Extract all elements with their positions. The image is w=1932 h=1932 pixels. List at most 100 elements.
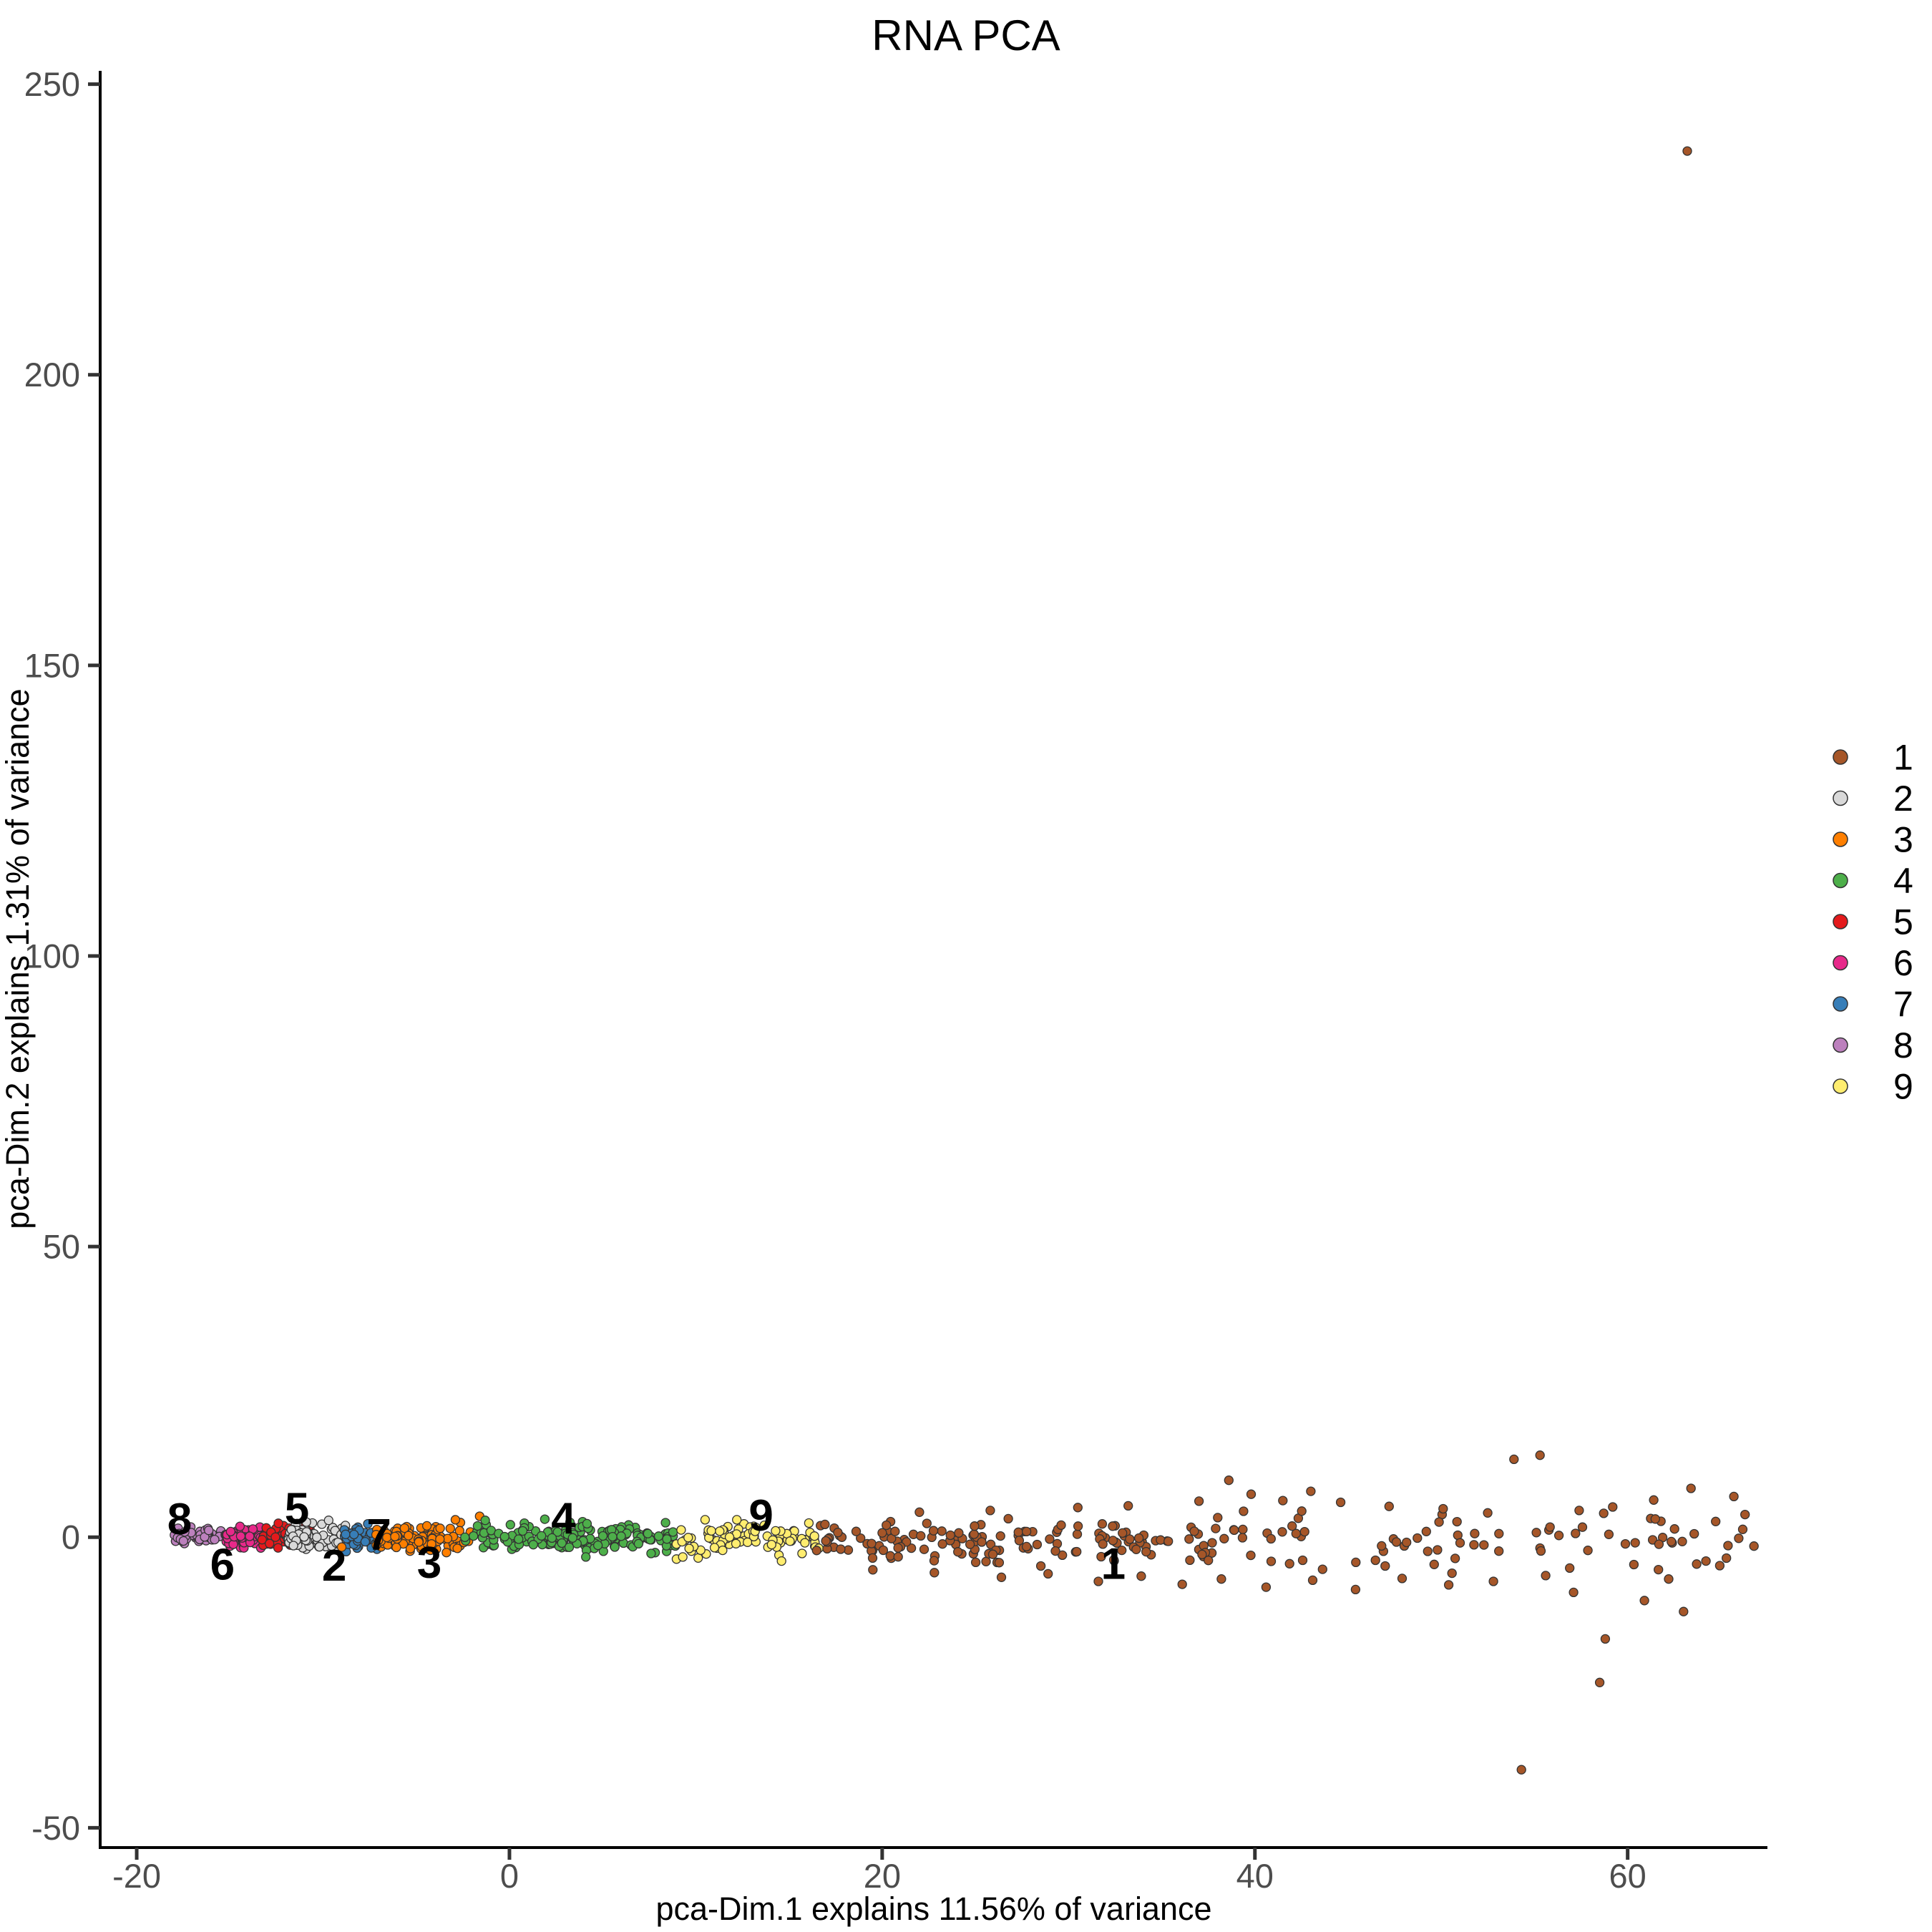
data-point-cluster-1 [977,1537,987,1547]
data-point-cluster-1 [1433,1545,1443,1555]
legend-label-8: 8 [1893,1025,1913,1065]
data-point-cluster-1 [1553,1531,1564,1541]
legend-label-4: 4 [1893,861,1913,901]
cluster-label-7: 7 [366,1511,391,1560]
data-point-cluster-1 [1568,1587,1579,1598]
data-point-cluster-1 [1335,1497,1346,1508]
data-point-cluster-2 [323,1516,333,1526]
data-point-cluster-1 [1297,1506,1307,1516]
data-point-cluster-1 [987,1549,998,1559]
data-point-cluster-6 [245,1531,255,1541]
data-point-cluster-4 [514,1534,524,1544]
data-point-cluster-1 [1131,1544,1141,1554]
data-point-cluster-1 [1438,1503,1448,1514]
cluster-label-6: 6 [210,1540,235,1589]
x-tick-label: -20 [112,1857,161,1895]
data-point-cluster-1 [1184,1534,1194,1544]
data-point-cluster-1 [1050,1546,1060,1556]
data-point-cluster-9 [771,1526,781,1536]
data-point-cluster-1 [1649,1495,1659,1505]
data-point-cluster-1 [916,1531,926,1541]
data-point-cluster-1 [1734,1533,1744,1543]
data-point-cluster-9 [766,1539,776,1550]
legend-label-1: 1 [1893,738,1913,778]
data-point-cluster-1 [1261,1582,1272,1592]
data-point-cluster-4 [582,1518,592,1529]
data-point-cluster-1 [1545,1522,1555,1532]
legend-swatch-4 [1833,872,1848,889]
y-tick-label: 0 [62,1518,80,1556]
data-point-cluster-1 [1583,1546,1593,1556]
data-point-cluster-1 [1377,1541,1387,1551]
data-point-cluster-1 [1238,1524,1248,1535]
data-point-cluster-4 [537,1531,547,1541]
data-point-cluster-4 [552,1527,562,1537]
data-point-cluster-1 [994,1558,1005,1568]
data-point-cluster-1 [1421,1526,1431,1536]
y-tick-label: 50 [43,1228,80,1266]
legend-label-5: 5 [1893,902,1913,942]
data-point-cluster-1 [1213,1513,1223,1523]
data-point-cluster-1 [811,1546,821,1556]
cluster-label-8: 8 [167,1495,192,1544]
data-point-cluster-1 [1141,1546,1151,1557]
y-tick-label: 150 [24,646,80,684]
data-point-cluster-1 [1565,1563,1575,1574]
chart-title: RNA PCA [872,11,1060,59]
data-point-cluster-3 [336,1542,347,1552]
data-point-cluster-1 [1689,1528,1699,1539]
data-point-cluster-1 [1686,1483,1696,1493]
data-point-cluster-1 [1072,1546,1082,1557]
data-point-cluster-1 [882,1520,892,1531]
data-point-cluster-1 [945,1530,955,1541]
data-point-cluster-1 [1306,1486,1316,1496]
data-point-cluster-1 [1219,1533,1229,1543]
data-point-cluster-1 [1108,1555,1119,1565]
data-point-cluster-1 [1098,1539,1108,1549]
data-point-cluster-1 [953,1547,963,1557]
data-point-cluster-1 [1073,1521,1083,1531]
data-point-cluster-1 [890,1526,900,1536]
axes: -20 0 20 40 60 -50 0 50 100 150 200 250 [24,65,1767,1895]
data-point-cluster-7 [341,1529,351,1539]
data-point-cluster-8 [204,1526,214,1536]
data-point-cluster-1 [937,1526,947,1536]
data-point-cluster-9 [750,1526,760,1536]
data-point-cluster-4 [660,1518,670,1528]
y-tick-label: -50 [31,1809,80,1847]
legend-swatch-3 [1833,831,1848,847]
data-point-cluster-1 [1277,1527,1287,1537]
data-point-cluster-1 [1177,1579,1187,1589]
data-point-cluster-1 [1043,1568,1053,1579]
data-point-cluster-1 [995,1531,1005,1541]
x-tick-label: 20 [864,1857,901,1895]
data-point-cluster-9 [715,1526,725,1536]
data-point-cluster-1 [1035,1561,1046,1571]
data-point-cluster-7 [360,1536,371,1547]
data-point-cluster-1 [1125,1534,1135,1544]
data-point-cluster-1 [996,1572,1007,1582]
data-point-cluster-1 [1722,1553,1732,1563]
data-point-cluster-9 [724,1532,735,1542]
data-point-cluster-6 [225,1526,235,1537]
data-point-cluster-8 [210,1534,220,1545]
data-point-cluster-1 [1123,1501,1133,1511]
data-point-cluster-1 [985,1506,995,1516]
data-point-cluster-1 [1711,1516,1721,1526]
data-point-cluster-1 [878,1545,889,1556]
data-point-cluster-9 [678,1552,688,1562]
data-point-cluster-1 [1531,1528,1541,1538]
data-point-cluster-4 [646,1548,656,1558]
data-point-cluster-1 [1391,1537,1402,1547]
data-point-cluster-1 [1677,1536,1687,1546]
data-point-cluster-4 [505,1520,515,1530]
scatter-points [170,146,1759,1775]
data-point-cluster-1 [1207,1538,1217,1548]
data-point-cluster-3 [421,1521,432,1531]
data-point-cluster-1 [885,1551,895,1561]
data-point-cluster-1 [893,1543,903,1553]
data-point-cluster-1 [969,1529,979,1539]
data-point-cluster-9 [676,1525,686,1535]
data-point-cluster-5 [270,1532,280,1542]
